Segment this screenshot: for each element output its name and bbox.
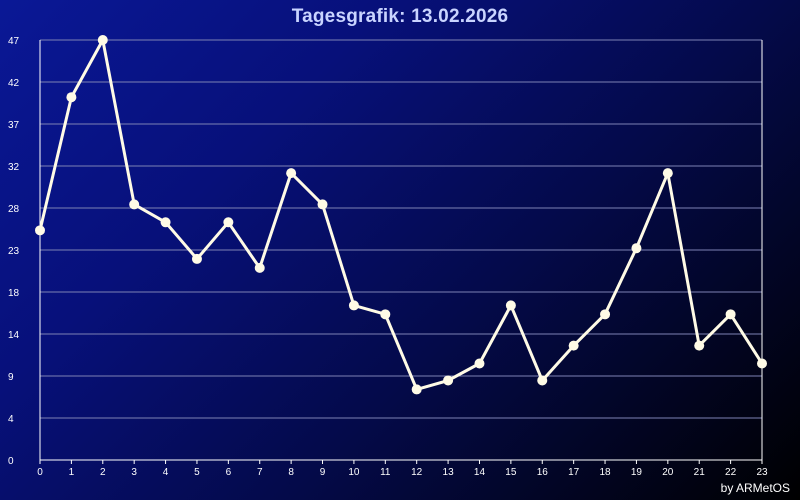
x-tick-7: 7 xyxy=(257,467,263,478)
data-point-0 xyxy=(35,225,45,236)
x-tick-11: 11 xyxy=(380,467,391,478)
x-tick-14: 14 xyxy=(474,467,486,478)
x-tick-4: 4 xyxy=(163,467,169,478)
x-tick-23: 23 xyxy=(756,467,768,478)
data-point-17 xyxy=(568,340,579,351)
x-tick-16: 16 xyxy=(537,467,549,478)
x-tick-19: 19 xyxy=(631,467,643,478)
y-tick-labels: 0 4 9 14 18 23 28 32 37 42 47 xyxy=(8,36,20,467)
x-tick-17: 17 xyxy=(568,467,580,478)
chart-title: Tagesgrafik: 13.02.2026 xyxy=(291,6,509,27)
data-point-7 xyxy=(254,262,265,273)
x-tick-6: 6 xyxy=(226,467,232,478)
data-point-15 xyxy=(505,300,516,311)
data-point-10 xyxy=(348,300,359,311)
x-tick-3: 3 xyxy=(131,467,137,478)
x-tick-8: 8 xyxy=(288,467,294,478)
x-tick-2: 2 xyxy=(100,467,106,478)
y-tick-23: 23 xyxy=(8,246,20,257)
y-tick-18: 18 xyxy=(8,288,20,299)
data-point-3 xyxy=(129,199,140,210)
y-tick-28: 28 xyxy=(8,204,20,215)
data-point-19 xyxy=(631,243,642,254)
data-point-18 xyxy=(600,309,611,320)
x-tick-0: 0 xyxy=(37,467,43,478)
data-point-4 xyxy=(160,217,171,228)
x-tick-12: 12 xyxy=(411,467,423,478)
data-point-9 xyxy=(317,199,328,210)
data-point-20 xyxy=(662,168,673,179)
y-tick-37: 37 xyxy=(8,120,20,131)
data-point-14 xyxy=(474,358,485,369)
data-point-23 xyxy=(757,358,767,369)
data-point-1 xyxy=(66,92,77,103)
data-point-22 xyxy=(725,309,736,320)
data-point-11 xyxy=(380,309,391,320)
x-tick-15: 15 xyxy=(505,467,517,478)
data-point-6 xyxy=(223,217,234,228)
data-point-21 xyxy=(694,340,705,351)
x-tick-5: 5 xyxy=(194,467,200,478)
x-tick-22: 22 xyxy=(725,467,737,478)
credit-label: by ARMetOS xyxy=(720,481,790,495)
data-points xyxy=(35,35,767,395)
grid-lines xyxy=(40,39,762,419)
y-tick-32: 32 xyxy=(8,162,20,173)
y-tick-0: 0 xyxy=(8,456,14,467)
y-tick-9: 9 xyxy=(8,372,14,383)
y-tick-14: 14 xyxy=(8,330,20,341)
data-point-2 xyxy=(97,35,108,45)
x-tick-20: 20 xyxy=(662,467,674,478)
x-tick-9: 9 xyxy=(320,467,326,478)
y-tick-4: 4 xyxy=(8,414,14,425)
y-tick-42: 42 xyxy=(8,78,20,89)
x-tick-13: 13 xyxy=(443,467,455,478)
data-point-13 xyxy=(443,375,454,386)
x-tick-10: 10 xyxy=(348,467,360,478)
x-tick-18: 18 xyxy=(599,467,611,478)
series-temperature-line xyxy=(38,38,764,391)
data-point-16 xyxy=(537,375,548,386)
axes xyxy=(39,40,763,464)
y-tick-47: 47 xyxy=(8,36,20,47)
x-tick-labels: 0 1 2 3 4 5 6 7 8 9 10 11 12 13 14 15 16 17 18 19 20 21 22 23 xyxy=(37,467,768,478)
data-point-12 xyxy=(411,384,422,395)
data-point-5 xyxy=(191,253,202,264)
x-tick-21: 21 xyxy=(694,467,706,478)
x-tick-1: 1 xyxy=(69,467,75,478)
data-point-8 xyxy=(286,168,297,179)
series-line-0 xyxy=(38,38,764,391)
